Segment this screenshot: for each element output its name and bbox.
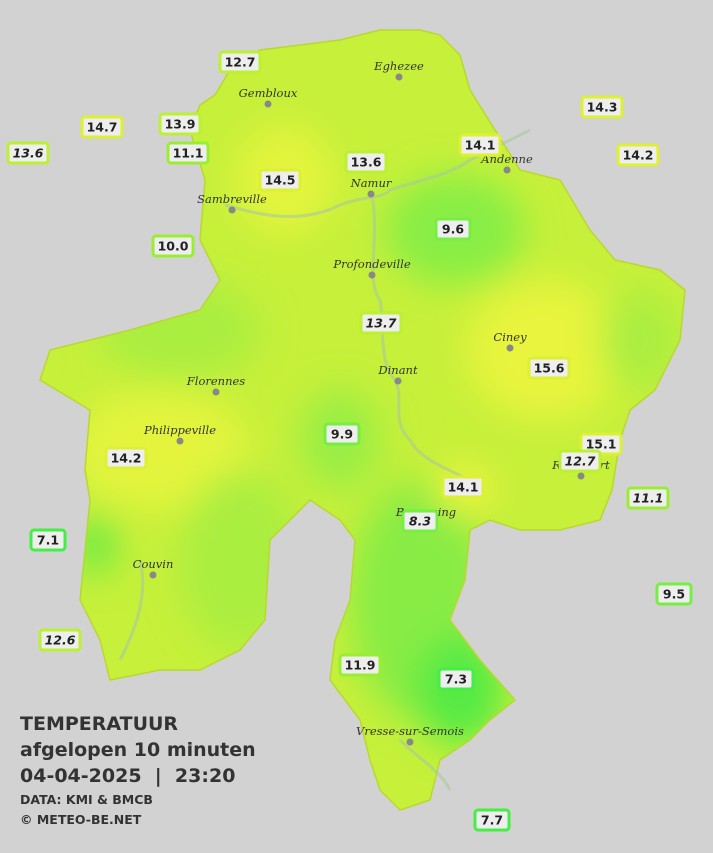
station-value: 7.3 xyxy=(445,672,467,687)
station-value: 12.6 xyxy=(45,633,76,648)
station-value: 10.0 xyxy=(158,239,189,254)
city-dot xyxy=(367,190,375,198)
city-name: Ciney xyxy=(493,330,527,344)
city-dot xyxy=(212,388,220,396)
station-value: 11.1 xyxy=(173,146,204,161)
station-box xyxy=(401,509,439,533)
city-name: Couvin xyxy=(133,557,174,571)
city-dot xyxy=(149,571,157,579)
station-value: 14.7 xyxy=(87,120,118,135)
city-name: Philippeville xyxy=(143,423,216,437)
station-value: 14.2 xyxy=(111,451,142,466)
station-box xyxy=(6,141,50,165)
city-dot xyxy=(395,73,403,81)
station-box xyxy=(655,582,693,606)
station-box xyxy=(359,311,403,335)
station-box xyxy=(616,143,660,167)
station-value: 14.5 xyxy=(265,173,296,188)
legend: TEMPERATUUR afgelopen 10 minuten 04-04-2… xyxy=(20,713,256,827)
legend-subtitle: afgelopen 10 minuten xyxy=(20,739,256,761)
legend-source: DATA: KMI & BMCB xyxy=(20,792,153,807)
station-value: 11.9 xyxy=(345,658,376,673)
station-box xyxy=(38,628,82,652)
city-name: Namur xyxy=(350,176,393,190)
station-value: 13.6 xyxy=(351,155,382,170)
station-box xyxy=(580,95,624,119)
legend-copyright: © METEO-BE.NET xyxy=(20,812,142,827)
station-box xyxy=(434,217,472,241)
station-value: 14.2 xyxy=(623,148,654,163)
city-name: Florennes xyxy=(186,374,246,388)
city-name: Sambreville xyxy=(197,192,267,206)
city-name: Eghezee xyxy=(373,59,424,73)
city-dot xyxy=(503,166,511,174)
station-value: 14.3 xyxy=(587,100,618,115)
station-value: 15.1 xyxy=(586,437,617,452)
station-box xyxy=(527,356,571,380)
station-value: 7.1 xyxy=(37,533,59,548)
station-box xyxy=(29,528,67,552)
city-name: Profondeville xyxy=(332,257,410,271)
station-value: 15.6 xyxy=(534,361,565,376)
city-name: Gembloux xyxy=(239,86,298,100)
station-box xyxy=(441,475,485,499)
station-box xyxy=(626,486,670,510)
legend-timestamp: 04-04-2025 | 23:20 xyxy=(20,765,235,787)
station-box xyxy=(158,112,202,136)
station-value: 12.7 xyxy=(225,55,256,70)
station-box xyxy=(104,446,148,470)
station-value: 8.3 xyxy=(409,514,431,529)
city-name: Vresse-sur-Semois xyxy=(356,724,464,738)
stations: 12.7 14.7 13.9 13.6 11.1 14.3 14.1 14.2 13.6 14.5… xyxy=(6,50,693,832)
station-box xyxy=(458,133,502,157)
station-value: 13.9 xyxy=(165,117,196,132)
legend-title: TEMPERATUUR xyxy=(20,713,178,735)
station-box xyxy=(344,150,388,174)
station-box xyxy=(258,168,302,192)
station-value: 11.1 xyxy=(633,491,664,506)
station-value: 7.7 xyxy=(481,813,503,828)
city-dot xyxy=(577,472,585,480)
city-dot xyxy=(176,437,184,445)
rivers xyxy=(118,128,531,791)
city-dot xyxy=(264,100,272,108)
station-box xyxy=(558,449,602,473)
station-value: 9.9 xyxy=(331,427,353,442)
city-dot xyxy=(368,271,376,279)
station-value: 12.7 xyxy=(565,454,596,469)
station-value: 14.1 xyxy=(448,480,479,495)
station-box xyxy=(473,808,511,832)
station-box xyxy=(323,422,361,446)
station-box xyxy=(151,234,195,258)
station-box xyxy=(166,141,210,165)
station-box xyxy=(218,50,262,74)
city-dot xyxy=(394,377,402,385)
city-dot xyxy=(406,738,414,746)
station-box xyxy=(437,667,475,691)
station-value: 13.6 xyxy=(13,146,44,161)
station-box xyxy=(80,115,124,139)
city-dot xyxy=(228,206,236,214)
station-value: 14.1 xyxy=(465,138,496,153)
station-value: 13.7 xyxy=(366,316,397,331)
city-name: Dinant xyxy=(377,363,418,377)
city-dot xyxy=(506,344,514,352)
station-value: 9.6 xyxy=(442,222,464,237)
station-value: 9.5 xyxy=(663,587,685,602)
station-box xyxy=(338,653,382,677)
